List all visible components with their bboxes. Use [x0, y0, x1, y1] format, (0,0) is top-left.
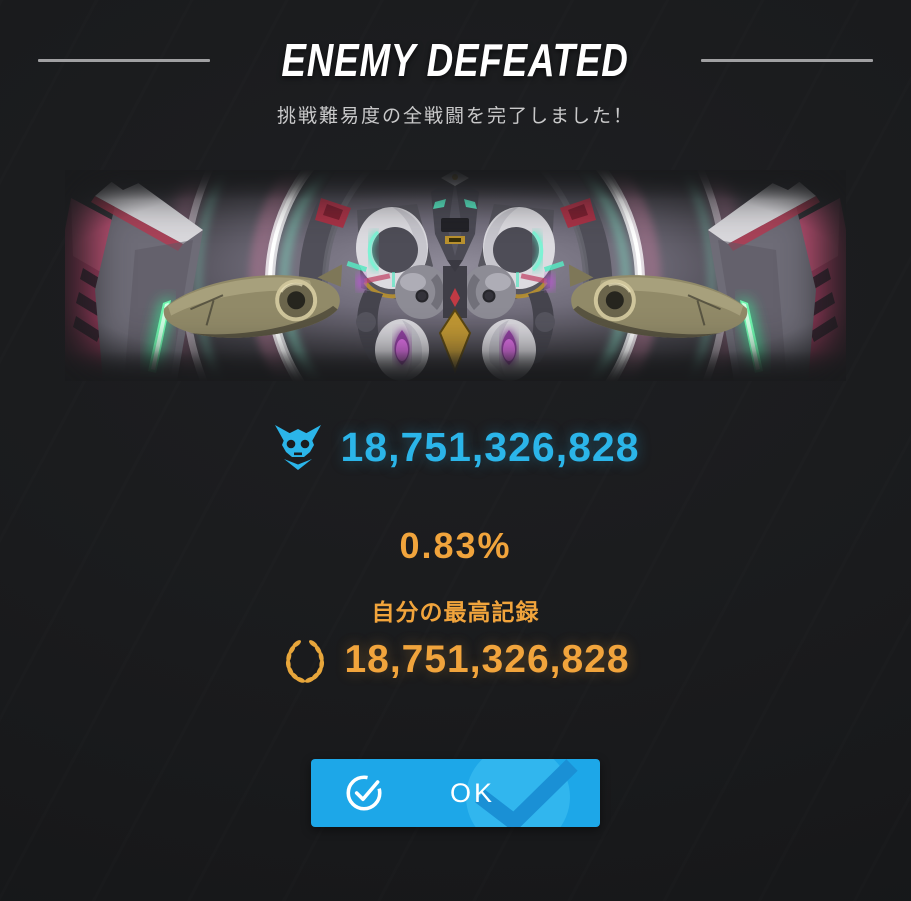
skull-icon: [274, 425, 321, 470]
personal-best-label: 自分の最高記録: [371, 599, 540, 625]
damage-value: 18,751,326,828: [340, 423, 640, 470]
ok-button[interactable]: OK: [311, 759, 600, 827]
laurel-icon: [286, 640, 325, 683]
personal-best-stat: 18,751,326,828: [0, 634, 911, 686]
clear-percent: 0.83%: [399, 525, 512, 566]
damage-stat: 18,751,326,828: [0, 421, 911, 473]
personal-best-value: 18,751,326,828: [344, 638, 630, 681]
subtitle: 挑戦難易度の全戦闘を完了しました！: [276, 106, 634, 127]
page-title: ENEMY DEFEATED: [281, 34, 630, 86]
boss-mech-illustration: [65, 170, 846, 381]
title-rule-left: [38, 58, 211, 62]
check-circle-icon: [346, 775, 382, 811]
checkmark-overlay-icon: [466, 759, 578, 827]
title-rule-right: [700, 58, 873, 62]
ok-button-label: OK: [449, 778, 495, 808]
header: ENEMY DEFEATED: [0, 34, 911, 86]
boss-artwork: [65, 170, 846, 381]
